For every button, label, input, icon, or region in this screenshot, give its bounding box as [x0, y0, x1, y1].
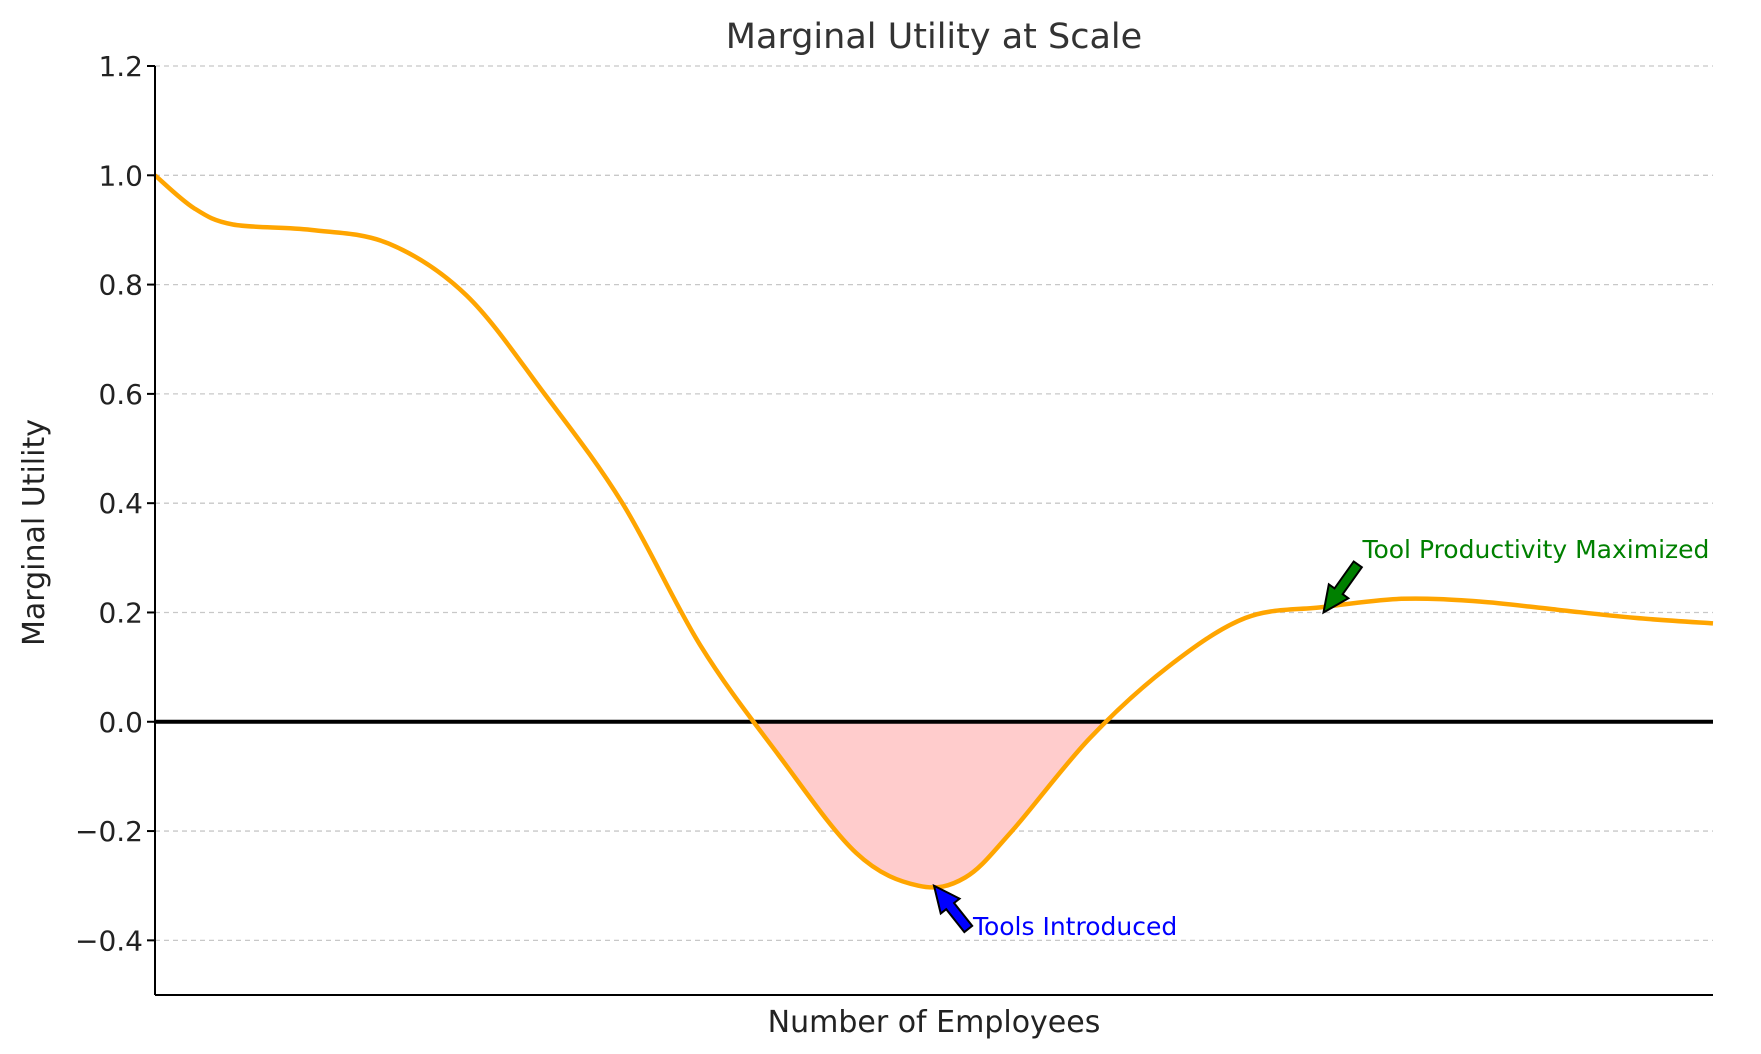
y-tick-label: 0.8 [98, 269, 143, 302]
y-tick-label: 1.2 [98, 50, 143, 83]
y-ticks: 1.2 1.0 0.8 0.6 0.4 0.2 0.0 −0.2 −0.4 [75, 50, 155, 957]
y-tick-label: 0.4 [98, 487, 143, 520]
axes [154, 66, 1713, 996]
y-tick-label: 0.0 [98, 706, 143, 739]
y-tick-label: −0.4 [75, 924, 143, 957]
annotations: Tools Introduced Tool Productivity Maximi… [932, 535, 1709, 941]
annotation-label: Tools Introduced [972, 912, 1177, 941]
y-axis-label: Marginal Utility [17, 419, 52, 646]
x-axis-label: Number of Employees [768, 1005, 1101, 1040]
negative-utility-shaded-area [155, 721, 1713, 888]
y-tick-label: −0.2 [75, 815, 143, 848]
annotation-arrow [1322, 560, 1364, 615]
annotation-label: Tool Productivity Maximized [1361, 535, 1709, 564]
series-line [153, 173, 1714, 890]
arrow-shape [932, 883, 974, 934]
y-tick-label: 0.6 [98, 378, 143, 411]
y-tick-label: 0.2 [98, 596, 143, 629]
annotation-arrow [932, 883, 974, 934]
y-tick-label: 1.0 [98, 159, 143, 192]
chart-title: Marginal Utility at Scale [726, 17, 1142, 57]
arrow-shape [1322, 560, 1364, 615]
